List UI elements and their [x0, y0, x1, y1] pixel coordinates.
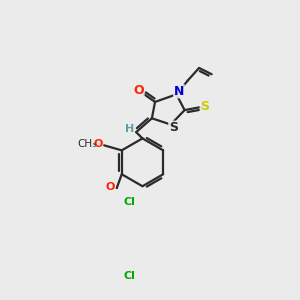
Text: O: O [106, 182, 115, 192]
Text: S: S [169, 121, 178, 134]
Text: Cl: Cl [123, 271, 135, 281]
Text: CH₃: CH₃ [77, 139, 96, 149]
Text: O: O [134, 84, 144, 97]
Text: Cl: Cl [124, 197, 136, 207]
Text: N: N [174, 85, 184, 98]
Text: O: O [93, 139, 103, 149]
Text: S: S [200, 100, 209, 113]
Text: H: H [125, 124, 134, 134]
